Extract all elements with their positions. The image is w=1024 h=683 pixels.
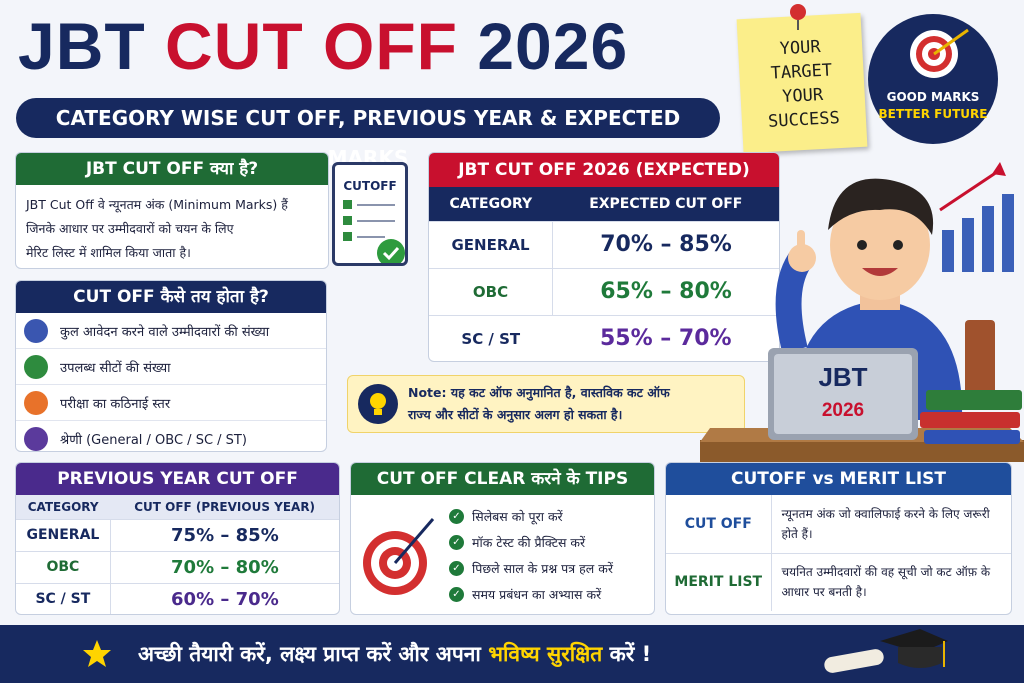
factor: उपलब्ध सीटों की संख्या	[16, 349, 326, 385]
col-header: EXPECTED CUT OFF	[552, 187, 779, 222]
clipboard: CUTOFF	[332, 162, 408, 267]
title: JBT CUT OFF 2026	[18, 8, 628, 84]
what-is-text: JBT Cut Off वे न्यूनतम अंक (Minimum Mark…	[16, 185, 328, 268]
pin	[790, 4, 806, 30]
check-icon: ✓	[449, 534, 464, 550]
footer-part: अच्छी तैयारी करें, लक्ष्य प्राप्त करें औ…	[138, 642, 481, 666]
factor-text: परीक्षा का कठिनाई स्तर	[60, 396, 171, 412]
term: CUT OFF	[666, 495, 772, 554]
definition: न्यूनतम अंक जो क्वालिफाई करने के लिए जरू…	[771, 495, 1011, 554]
category: SC / ST	[16, 583, 111, 614]
expected-box: JBT CUT OFF 2026 (EXPECTED) CATEGORY EXPE…	[428, 152, 780, 362]
title-part: 2026	[477, 9, 629, 83]
note-line: Note: यह कट ऑफ अनुमानित है, वास्तविक कट …	[408, 385, 670, 400]
tips-title: CUT OFF CLEAR करने के TIPS	[351, 463, 654, 495]
definition: चयनित उम्मीदवारों की वह सूची जो कट ऑफ़ क…	[781, 565, 991, 600]
tip: ✓ पिछले साल के प्रश्न पत्र हल करें	[449, 555, 613, 581]
subtitle: CATEGORY WISE CUT OFF, PREVIOUS YEAR & E…	[16, 98, 720, 170]
how-decided-title: CUT OFF कैसे तय होता है?	[16, 281, 326, 313]
badge-line: GOOD MARKS	[886, 90, 980, 104]
badge-line: BETTER FUTURE	[878, 107, 988, 121]
factor-text: उपलब्ध सीटों की संख्या	[60, 360, 171, 376]
what-is-title: JBT CUT OFF क्या है?	[16, 153, 328, 185]
compare-box: CUTOFF vs MERIT LIST CUT OFF न्यूनतम अंक …	[665, 462, 1012, 615]
category: OBC	[16, 551, 111, 584]
category: OBC	[429, 268, 554, 316]
tips-box: CUT OFF CLEAR करने के TIPS ✓ सिलेबस को पू…	[350, 462, 655, 615]
factor-list: कुल आवेदन करने वाले उम्मीदवारों की संख्य…	[16, 313, 326, 451]
footer-part: करें !	[609, 642, 652, 666]
icon	[24, 354, 48, 379]
tip-text: सिलेबस को पूरा करें	[472, 508, 563, 524]
clipboard-label: CUTOFF	[343, 179, 397, 193]
col-header: CATEGORY	[429, 187, 553, 222]
what-is-box: JBT CUT OFF क्या है? JBT Cut Off वे न्यू…	[15, 152, 329, 269]
icon	[24, 427, 48, 451]
cutoff: 70% – 85%	[552, 221, 779, 269]
how-decided-box: CUT OFF कैसे तय होता है? कुल आवेदन करने …	[15, 280, 327, 452]
previous-title: PREVIOUS YEAR CUT OFF	[16, 463, 339, 495]
cutoff: 55% – 70%	[599, 326, 732, 352]
text-line: मेरिट लिस्ट में शामिल किया जाता है।	[26, 245, 191, 260]
cutoff: 65% – 80%	[552, 268, 779, 316]
icon	[24, 390, 48, 415]
check-icon: ✓	[449, 508, 464, 524]
graduation-icon	[824, 629, 948, 673]
col-header: CATEGORY	[16, 495, 111, 520]
compare-title: CUTOFF vs MERIT LIST	[666, 463, 1011, 495]
illustration: JBT 2026	[700, 162, 1024, 462]
previous-box: PREVIOUS YEAR CUT OFF CATEGORY CUT OFF (P…	[15, 462, 340, 615]
title-part: CUT OFF	[165, 9, 458, 83]
target-icon	[910, 28, 969, 78]
factor: कुल आवेदन करने वाले उम्मीदवारों की संख्य…	[16, 313, 326, 349]
target-icon	[363, 518, 435, 595]
clipboard-lines	[343, 200, 405, 267]
laptop-line: JBT	[818, 362, 867, 392]
check-icon: ✓	[449, 586, 464, 602]
footer-text: अच्छी तैयारी करें, लक्ष्य प्राप्त करें औ…	[138, 625, 651, 683]
tip-list: ✓ सिलेबस को पूरा करें ✓ मॉक टेस्ट की प्रैक…	[449, 503, 613, 607]
factor-text: श्रेणी (General / OBC / SC / ST)	[60, 433, 247, 448]
note: Note: यह कट ऑफ अनुमानित है, वास्तविक कट …	[347, 375, 745, 433]
tip: ✓ सिलेबस को पूरा करें	[449, 503, 613, 529]
icon	[24, 318, 48, 343]
footer: अच्छी तैयारी करें, लक्ष्य प्राप्त करें औ…	[0, 625, 1024, 683]
tip: ✓ मॉक टेस्ट की प्रैक्टिस करें	[449, 529, 613, 555]
tip: ✓ समय प्रबंधन का अभ्यास करें	[449, 581, 613, 607]
col-header: CUT OFF (PREVIOUS YEAR)	[110, 495, 339, 520]
sticky-note: YOUR TARGET YOUR SUCCESS	[736, 12, 868, 154]
term: MERIT LIST	[666, 553, 772, 611]
expected-title: JBT CUT OFF 2026 (EXPECTED)	[429, 153, 779, 187]
bulb-icon	[358, 384, 398, 424]
compare-table: CUT OFF न्यूनतम अंक जो क्वालिफाई करने के …	[666, 495, 1011, 611]
tip-text: समय प्रबंधन का अभ्यास करें	[472, 586, 602, 602]
expected-table: CATEGORY EXPECTED CUT OFF GENERAL 70% – 85…	[429, 187, 779, 361]
cutoff: 75% – 85%	[110, 519, 339, 552]
laptop-line: 2026	[822, 400, 864, 421]
title-part: JBT	[18, 9, 146, 83]
footer-highlight: भविष्य सुरक्षित	[488, 642, 603, 666]
check-icon: ✓	[449, 560, 464, 576]
cutoff: 70% – 80%	[110, 551, 339, 584]
tip-text: पिछले साल के प्रश्न पत्र हल करें	[472, 560, 613, 576]
category: SC / ST	[461, 329, 521, 348]
category: GENERAL	[429, 221, 554, 269]
text-line: JBT Cut Off वे न्यूनतम अंक (Minimum Mark…	[26, 197, 288, 212]
text-line: जिनके आधार पर उम्मीदवारों को चयन के लिए	[26, 221, 234, 236]
note-line: SUCCESS	[767, 108, 841, 132]
badge: GOOD MARKS BETTER FUTURE	[868, 14, 998, 144]
note-line: राज्य और सीटों के अनुसार अलग हो सकता है।	[408, 407, 623, 422]
factor: श्रेणी (General / OBC / SC / ST)	[16, 421, 326, 451]
factor-text: कुल आवेदन करने वाले उम्मीदवारों की संख्य…	[60, 324, 270, 340]
previous-table: CATEGORY CUT OFF (PREVIOUS YEAR) GENERAL 7…	[16, 495, 339, 614]
category: GENERAL	[16, 519, 111, 552]
factor: परीक्षा का कठिनाई स्तर	[16, 385, 326, 421]
star-icon	[83, 640, 111, 667]
tip-text: मॉक टेस्ट की प्रैक्टिस करें	[472, 534, 586, 550]
cutoff: 60% – 70%	[171, 588, 279, 610]
